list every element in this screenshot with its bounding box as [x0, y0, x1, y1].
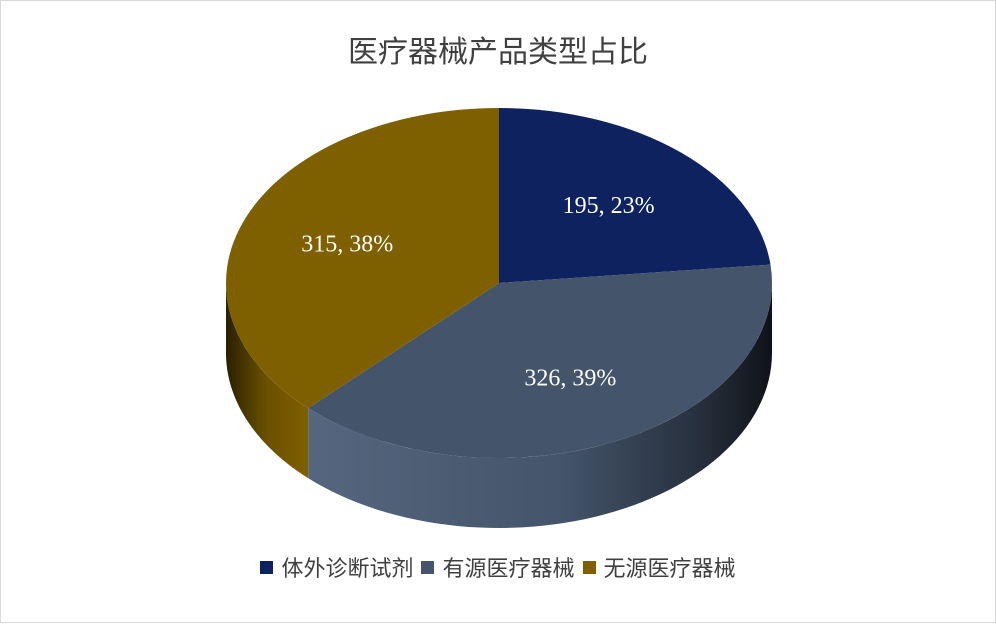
legend-label-passive: 无源医疗器械 [603, 557, 736, 582]
data-label-ivd: 195, 23% [563, 193, 655, 219]
pie-labels: 195, 23% 326, 39% 315, 38% [301, 193, 654, 392]
data-label-active: 326, 39% [524, 366, 616, 392]
legend: 体外诊断试剂 有源医疗器械 无源医疗器械 [1, 551, 995, 583]
legend-item-passive: 无源医疗器械 [582, 551, 736, 583]
legend-item-active: 有源医疗器械 [421, 551, 575, 583]
data-label-passive: 315, 38% [301, 231, 393, 257]
legend-label-active: 有源医疗器械 [442, 557, 575, 582]
pie-tops [226, 107, 772, 458]
pie-slice-active [308, 264, 772, 458]
legend-item-ivd: 体外诊断试剂 [260, 551, 413, 583]
legend-label-ivd: 体外诊断试剂 [281, 557, 414, 582]
pie-slice-ivd [499, 108, 771, 283]
pie-side-active [308, 283, 772, 528]
pie-slice-passive [226, 107, 499, 409]
legend-swatch-ivd [260, 560, 274, 574]
chart-title: 医疗器械产品类型占比 [348, 35, 648, 70]
legend-swatch-passive [582, 560, 596, 574]
legend-swatch-active [421, 560, 435, 574]
pie-sides [226, 283, 772, 528]
pie-side-passive [226, 283, 309, 479]
